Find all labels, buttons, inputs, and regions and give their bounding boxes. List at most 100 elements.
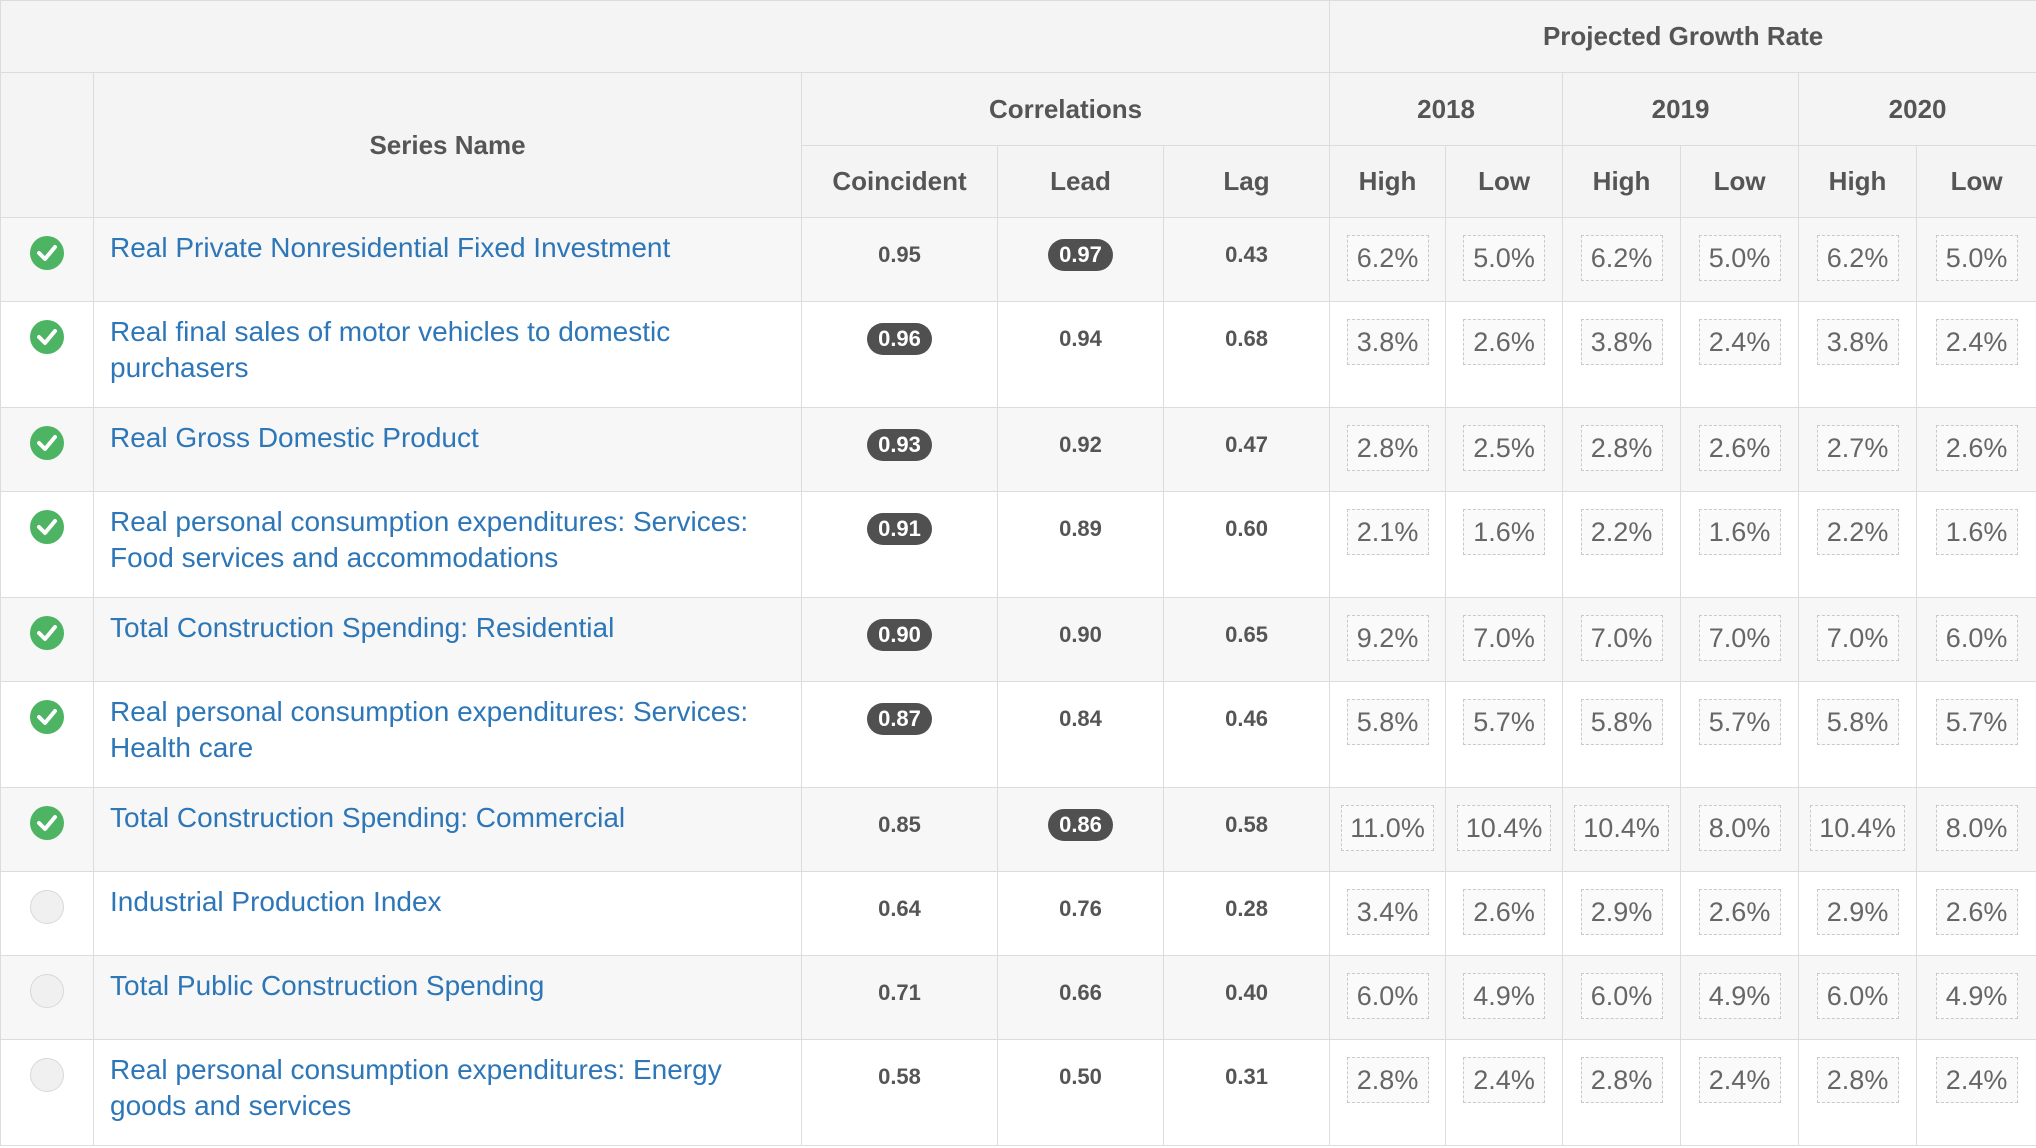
rate-2018-high-input[interactable]: 5.8% bbox=[1346, 699, 1429, 745]
series-link[interactable]: Real Private Nonresidential Fixed Invest… bbox=[110, 232, 671, 263]
rate-2020-high-input[interactable]: 3.8% bbox=[1816, 319, 1899, 365]
empty-circle-icon[interactable] bbox=[30, 1058, 64, 1092]
rate-2018-low-input[interactable]: 5.7% bbox=[1463, 699, 1546, 745]
rate-2020-high-input[interactable]: 7.0% bbox=[1816, 615, 1899, 661]
rate-2018-low-input[interactable]: 7.0% bbox=[1463, 615, 1546, 661]
rate-2020-low-input[interactable]: 4.9% bbox=[1935, 973, 2018, 1019]
rate-2019-low-input[interactable]: 2.6% bbox=[1698, 889, 1781, 935]
series-name-cell: Real final sales of motor vehicles to do… bbox=[93, 301, 802, 408]
rate-2020-high-input[interactable]: 10.4% bbox=[1810, 805, 1905, 851]
rate-2019-low-input[interactable]: 8.0% bbox=[1698, 805, 1781, 851]
rate-2019-low-input[interactable]: 5.0% bbox=[1698, 235, 1781, 281]
correlation-lag-cell: 0.60 bbox=[1162, 491, 1331, 598]
rate-2018-low-input[interactable]: 2.5% bbox=[1463, 425, 1546, 471]
rate-2018-low-input[interactable]: 1.6% bbox=[1463, 509, 1546, 555]
rate-2019-low-input[interactable]: 2.4% bbox=[1698, 1057, 1781, 1103]
series-link[interactable]: Real personal consumption expenditures: … bbox=[110, 1054, 722, 1121]
rate-2019-low-input[interactable]: 1.6% bbox=[1698, 509, 1781, 555]
correlation-coincident-cell: 0.64 bbox=[801, 871, 998, 956]
correlation-lag-value: 0.68 bbox=[1225, 326, 1268, 351]
table-row: Total Public Construction Spending 0.71 0.… bbox=[0, 955, 2036, 1040]
rate-2019-low-cell: 7.0% bbox=[1680, 597, 1800, 682]
table-row: Real personal consumption expenditures: … bbox=[0, 681, 2036, 788]
check-circle-icon[interactable] bbox=[30, 320, 64, 354]
rate-2018-high-input[interactable]: 2.1% bbox=[1346, 509, 1429, 555]
header-lead[interactable]: Lead bbox=[997, 145, 1164, 218]
header-coincident[interactable]: Coincident bbox=[801, 145, 998, 218]
rate-2019-high-input[interactable]: 2.8% bbox=[1580, 425, 1663, 471]
rate-2020-low-input[interactable]: 6.0% bbox=[1935, 615, 2018, 661]
check-circle-icon[interactable] bbox=[30, 236, 64, 270]
rate-2020-high-input[interactable]: 2.2% bbox=[1816, 509, 1899, 555]
rate-2020-low-input[interactable]: 5.0% bbox=[1935, 235, 2018, 281]
check-circle-icon[interactable] bbox=[30, 700, 64, 734]
rate-2020-low-input[interactable]: 8.0% bbox=[1935, 805, 2018, 851]
check-circle-icon[interactable] bbox=[30, 616, 64, 650]
series-name-cell: Total Construction Spending: Residential bbox=[93, 597, 802, 682]
rate-2020-low-input[interactable]: 2.4% bbox=[1935, 1057, 2018, 1103]
empty-circle-icon[interactable] bbox=[30, 890, 64, 924]
check-circle-icon[interactable] bbox=[30, 426, 64, 460]
correlation-lag-cell: 0.58 bbox=[1162, 787, 1331, 872]
header-lag[interactable]: Lag bbox=[1162, 145, 1331, 218]
header-spacer bbox=[0, 0, 1331, 73]
rate-2018-high-input[interactable]: 6.2% bbox=[1346, 235, 1429, 281]
check-circle-icon[interactable] bbox=[30, 510, 64, 544]
rate-2018-low-input[interactable]: 2.4% bbox=[1463, 1057, 1546, 1103]
rate-2019-low-input[interactable]: 4.9% bbox=[1698, 973, 1781, 1019]
rate-2018-low-input[interactable]: 2.6% bbox=[1463, 889, 1546, 935]
rate-2019-high-input[interactable]: 2.2% bbox=[1580, 509, 1663, 555]
series-link[interactable]: Total Construction Spending: Residential bbox=[110, 612, 615, 643]
header-series-name[interactable]: Series Name bbox=[93, 72, 802, 218]
series-link[interactable]: Real Gross Domestic Product bbox=[110, 422, 479, 453]
rate-2018-high-input[interactable]: 9.2% bbox=[1346, 615, 1429, 661]
series-link[interactable]: Real personal consumption expenditures: … bbox=[110, 506, 749, 573]
rate-2019-low-input[interactable]: 2.6% bbox=[1698, 425, 1781, 471]
rate-2019-low-input[interactable]: 5.7% bbox=[1698, 699, 1781, 745]
series-link[interactable]: Total Construction Spending: Commercial bbox=[110, 802, 626, 833]
rate-2020-high-input[interactable]: 6.2% bbox=[1816, 235, 1899, 281]
rate-2020-low-cell: 6.0% bbox=[1916, 597, 2036, 682]
rate-2020-high-input[interactable]: 6.0% bbox=[1816, 973, 1899, 1019]
rate-2019-high-input[interactable]: 5.8% bbox=[1580, 699, 1663, 745]
rate-2020-low-input[interactable]: 2.6% bbox=[1935, 889, 2018, 935]
rate-2018-high-input[interactable]: 6.0% bbox=[1346, 973, 1429, 1019]
select-cell bbox=[0, 955, 94, 1040]
rate-2020-low-input[interactable]: 5.7% bbox=[1935, 699, 2018, 745]
series-link[interactable]: Real final sales of motor vehicles to do… bbox=[110, 316, 671, 383]
series-link[interactable]: Total Public Construction Spending bbox=[110, 970, 545, 1001]
rate-2018-high-input[interactable]: 2.8% bbox=[1346, 1057, 1429, 1103]
empty-circle-icon[interactable] bbox=[30, 974, 64, 1008]
header-2018-low: Low bbox=[1445, 145, 1564, 218]
rate-2019-low-input[interactable]: 2.4% bbox=[1698, 319, 1781, 365]
rate-2020-high-input[interactable]: 2.9% bbox=[1816, 889, 1899, 935]
rate-2018-low-input[interactable]: 5.0% bbox=[1463, 235, 1546, 281]
correlation-lead-badge: 0.86 bbox=[1048, 809, 1113, 841]
rate-2018-high-input[interactable]: 2.8% bbox=[1346, 425, 1429, 471]
rate-2018-high-input[interactable]: 3.8% bbox=[1346, 319, 1429, 365]
rate-2019-high-input[interactable]: 6.0% bbox=[1580, 973, 1663, 1019]
rate-2018-high-input[interactable]: 3.4% bbox=[1346, 889, 1429, 935]
rate-2019-high-input[interactable]: 2.8% bbox=[1580, 1057, 1663, 1103]
rate-2020-low-input[interactable]: 2.6% bbox=[1935, 425, 2018, 471]
rate-2018-high-input[interactable]: 11.0% bbox=[1341, 805, 1434, 851]
rate-2020-high-input[interactable]: 5.8% bbox=[1816, 699, 1899, 745]
rate-2019-high-input[interactable]: 3.8% bbox=[1580, 319, 1663, 365]
rate-2018-low-input[interactable]: 10.4% bbox=[1456, 805, 1552, 851]
series-link[interactable]: Real personal consumption expenditures: … bbox=[110, 696, 749, 763]
rate-2020-low-input[interactable]: 2.4% bbox=[1935, 319, 2018, 365]
rate-2019-high-input[interactable]: 7.0% bbox=[1580, 615, 1663, 661]
rate-2018-low-input[interactable]: 4.9% bbox=[1463, 973, 1546, 1019]
rate-2020-high-input[interactable]: 2.7% bbox=[1816, 425, 1899, 471]
rate-2019-high-input[interactable]: 10.4% bbox=[1574, 805, 1669, 851]
header-2020-high: High bbox=[1798, 145, 1918, 218]
rate-2020-low-input[interactable]: 1.6% bbox=[1935, 509, 2018, 555]
rate-2020-high-cell: 6.0% bbox=[1798, 955, 1918, 1040]
rate-2019-high-input[interactable]: 2.9% bbox=[1580, 889, 1663, 935]
check-circle-icon[interactable] bbox=[30, 806, 64, 840]
rate-2019-low-input[interactable]: 7.0% bbox=[1698, 615, 1781, 661]
rate-2020-high-input[interactable]: 2.8% bbox=[1816, 1057, 1899, 1103]
rate-2019-high-input[interactable]: 6.2% bbox=[1580, 235, 1663, 281]
series-link[interactable]: Industrial Production Index bbox=[110, 886, 442, 917]
rate-2018-low-input[interactable]: 2.6% bbox=[1463, 319, 1546, 365]
